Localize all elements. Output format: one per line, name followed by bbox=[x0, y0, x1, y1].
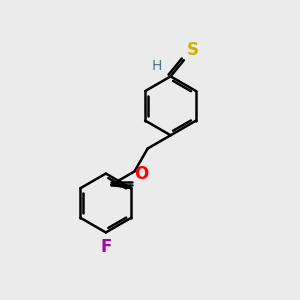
Text: S: S bbox=[187, 41, 199, 59]
Text: O: O bbox=[134, 165, 149, 183]
Text: H: H bbox=[152, 59, 162, 73]
Text: F: F bbox=[100, 238, 112, 256]
